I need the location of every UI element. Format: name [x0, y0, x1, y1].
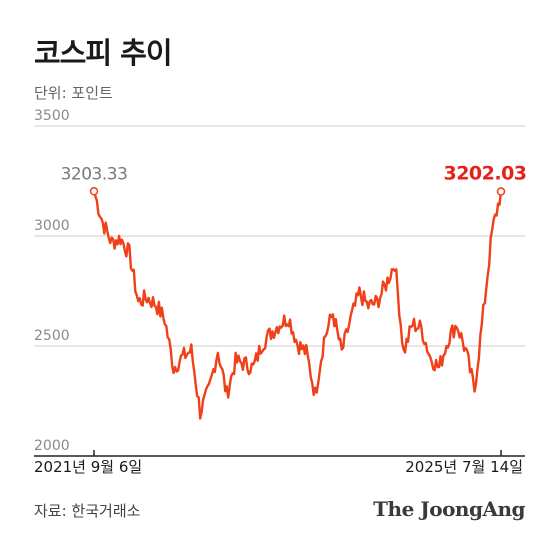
x-tick-label-start: 2021년 9월 6일: [34, 458, 142, 476]
gridlines: [34, 125, 525, 347]
publisher-logo: The JoongAng: [373, 497, 525, 521]
start-value-label: 3203.33: [61, 164, 128, 184]
unit-label: 단위: 포인트: [34, 84, 113, 102]
x-tick-label-end: 2025년 7월 14일: [405, 458, 523, 476]
source-note: 자료: 한국거래소: [34, 502, 141, 520]
series-line: [92, 190, 503, 420]
y-tick-label: 3500: [34, 108, 70, 124]
y-tick-label: 2500: [34, 328, 70, 344]
end-value-label: 3202.03: [443, 163, 526, 185]
start-point-marker: [89, 187, 99, 196]
y-tick-label: 3000: [34, 218, 70, 234]
y-tick-labels: 2000 2500 3000 3500: [34, 108, 70, 454]
end-point-marker: [496, 187, 506, 196]
chart-title: 코스피 추이: [34, 36, 172, 70]
y-tick-label: 2000: [34, 438, 70, 454]
